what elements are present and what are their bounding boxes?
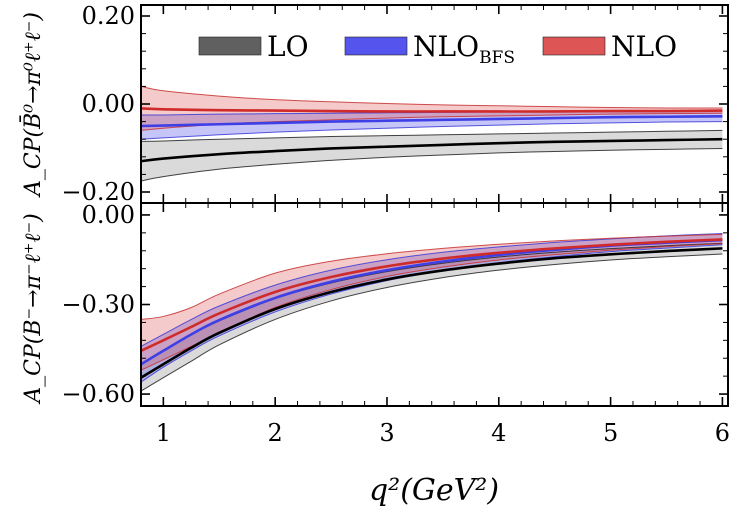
legend-label-subscript: BFS bbox=[479, 48, 515, 68]
top-y-tick-label: 0.00 bbox=[82, 90, 135, 118]
legend-label-lo: LO bbox=[267, 30, 309, 63]
legend: LO NLOBFS NLO bbox=[198, 30, 677, 68]
bottom-panel-bands bbox=[141, 233, 723, 392]
bottom-panel-x-ticks: 1 2 3 4 5 6 bbox=[156, 203, 730, 447]
bottom-upper-edge-nlo bbox=[141, 233, 723, 320]
top-upper-edge-lo bbox=[141, 129, 723, 142]
top-lower-edge-lo bbox=[141, 147, 723, 182]
top-panel-x-ticks bbox=[162, 5, 724, 203]
bottom-panel-lines bbox=[141, 232, 723, 392]
bottom-lower-edge-lo bbox=[141, 253, 723, 392]
x-axis-label: q²(GeV²) bbox=[369, 473, 499, 508]
bottom-panel-y-axis-label: A_CP(B⁻→π⁻ℓ⁺ℓ⁻) bbox=[21, 213, 46, 405]
top-panel-y-axis-label: A_CP(B̄⁰→π⁰ℓ⁺ℓ⁻) bbox=[19, 12, 46, 198]
legend-label-nlo-bfs: NLOBFS bbox=[413, 30, 515, 68]
top-band-lo bbox=[141, 130, 723, 181]
x-tick-label: 4 bbox=[491, 419, 506, 447]
x-tick-label: 6 bbox=[715, 419, 730, 447]
top-lower-edge-nlo-bfs bbox=[141, 121, 723, 140]
bottom-band-nlo bbox=[141, 234, 723, 371]
bottom-central-line-nlo bbox=[141, 238, 723, 352]
bottom-y-tick-label: −0.30 bbox=[61, 291, 135, 319]
legend-swatch-nlo-bfs bbox=[344, 36, 408, 56]
legend-swatch-lo bbox=[198, 36, 262, 56]
bottom-panel: 0.00 −0.30 −0.60 1 2 3 4 5 6 bbox=[61, 201, 730, 447]
top-band-nlo bbox=[141, 86, 723, 131]
bottom-lower-edge-nlo bbox=[141, 243, 723, 371]
top-panel-lines bbox=[141, 85, 723, 182]
x-tick-label: 1 bbox=[156, 419, 171, 447]
top-y-tick-label: 0.20 bbox=[82, 2, 135, 30]
x-tick-label: 5 bbox=[603, 419, 618, 447]
bottom-upper-edge-nlo-bfs bbox=[141, 232, 723, 347]
bottom-central-line-lo bbox=[141, 247, 723, 379]
bottom-y-tick-label: 0.00 bbox=[82, 201, 135, 229]
bottom-y-tick-label: −0.60 bbox=[61, 380, 135, 408]
x-tick-label: 3 bbox=[379, 419, 394, 447]
bottom-panel-y-ticks: 0.00 −0.30 −0.60 bbox=[61, 201, 728, 408]
top-central-line-nlo-bfs bbox=[141, 115, 723, 128]
top-panel-bands bbox=[141, 86, 723, 181]
top-upper-edge-nlo bbox=[141, 85, 723, 109]
top-central-line-nlo bbox=[141, 107, 723, 113]
legend-label-nlo: NLO bbox=[611, 30, 677, 63]
x-tick-label: 2 bbox=[268, 419, 283, 447]
legend-swatch-nlo bbox=[542, 36, 606, 56]
top-y-tick-label: −0.20 bbox=[61, 178, 135, 206]
top-panel-y-ticks: 0.20 0.00 −0.20 bbox=[61, 2, 728, 206]
top-central-line-lo bbox=[141, 137, 723, 163]
